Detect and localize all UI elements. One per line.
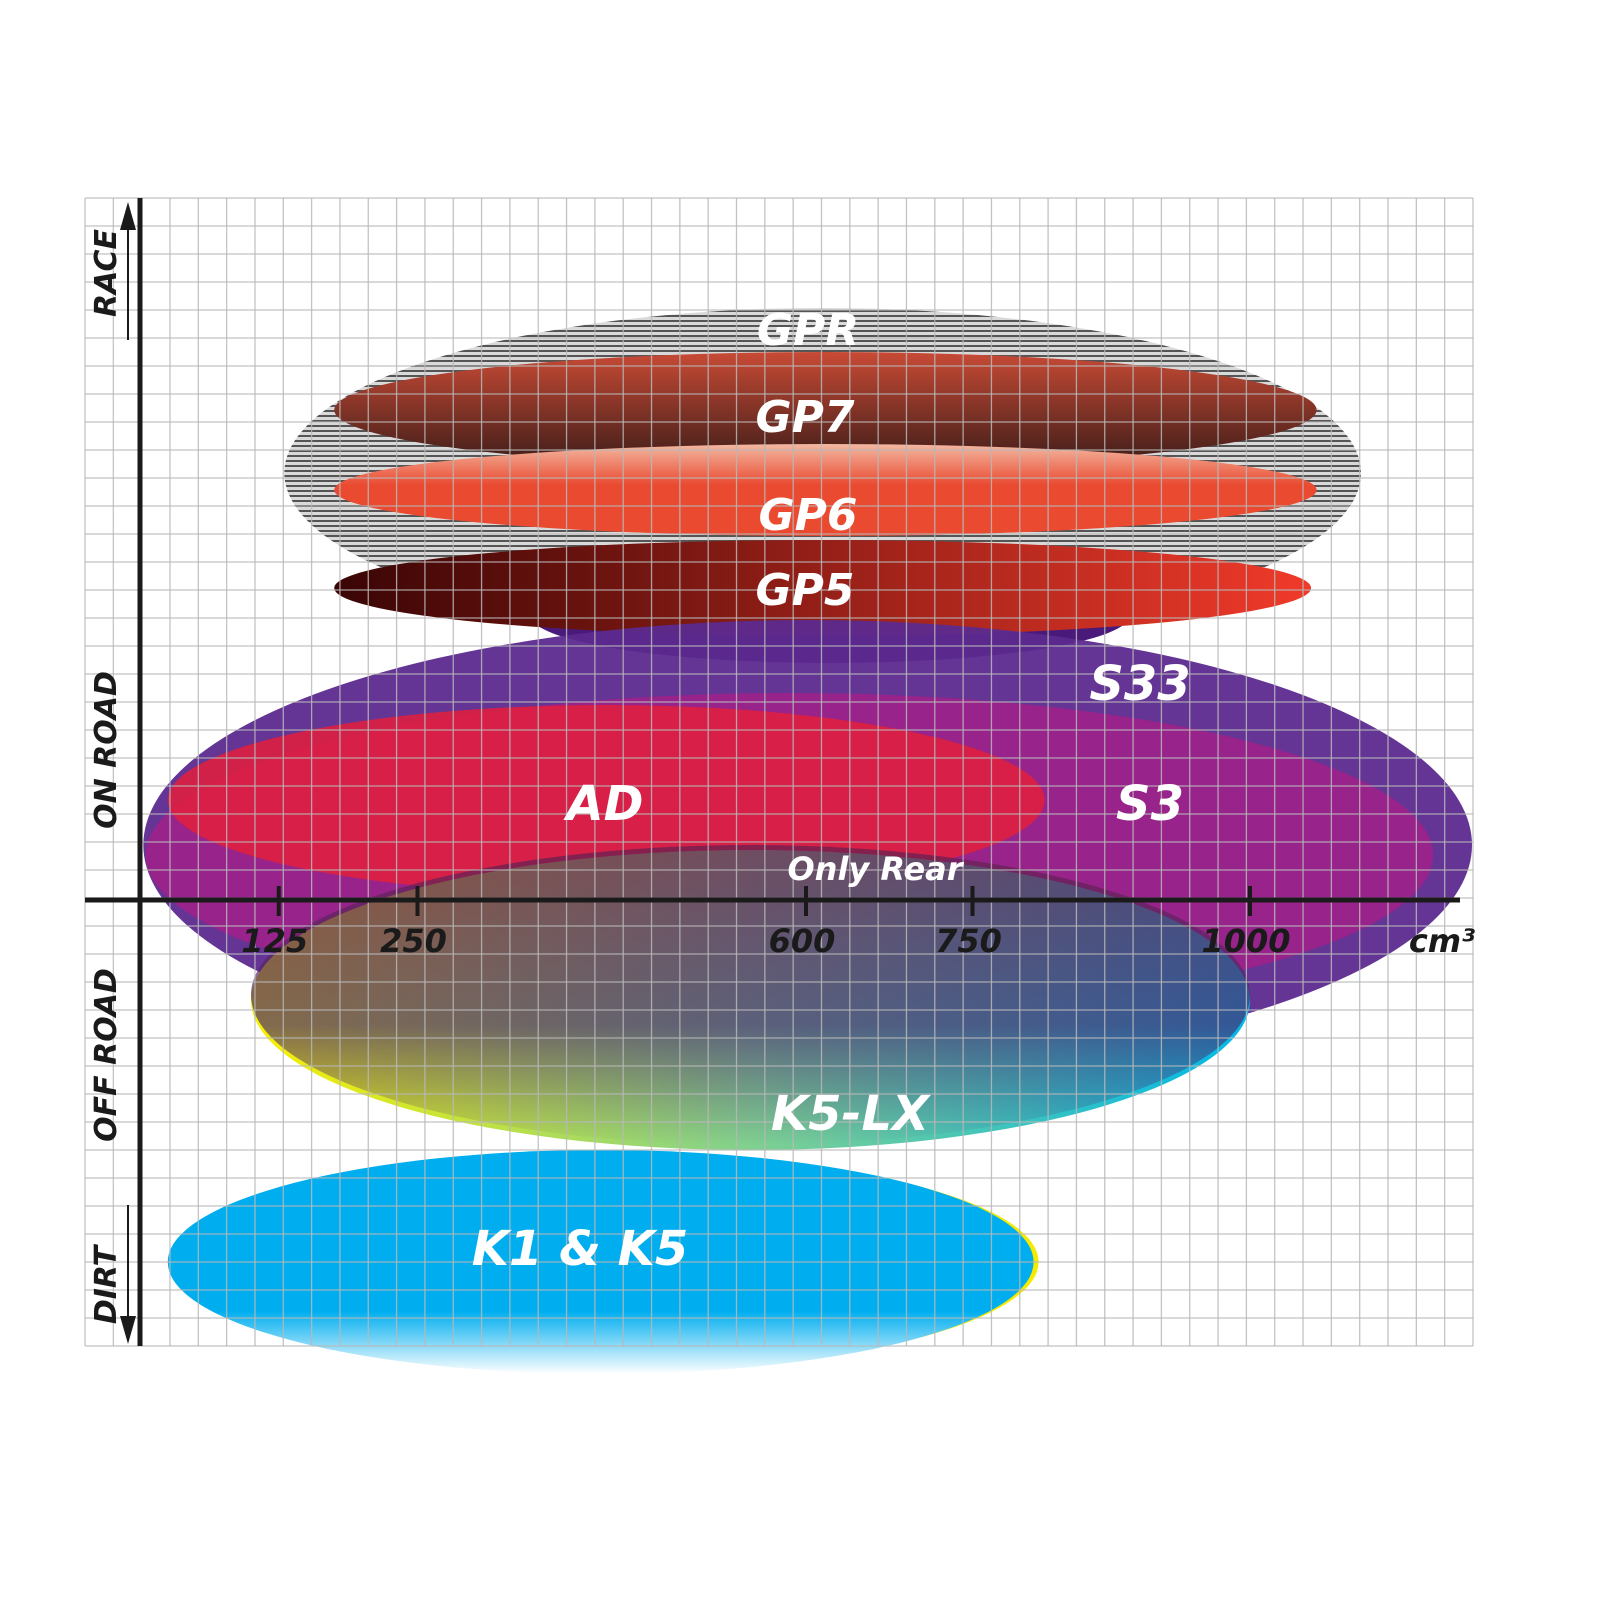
x-tick-label: 1000 — [1201, 922, 1290, 960]
label-gp5: GP5 — [756, 565, 855, 616]
label-s33: S33 — [1089, 656, 1190, 712]
x-tick-label: 600 — [769, 922, 836, 960]
ellipse-gp7 — [334, 352, 1317, 468]
x-tick-label: 125 — [241, 922, 308, 960]
y-label-race: RACE — [89, 229, 124, 317]
x-axis-unit: cm³ — [1409, 922, 1475, 960]
label-k5-lx: K5-LX — [771, 1086, 931, 1142]
y-label-off-road: OFF ROAD — [89, 968, 124, 1142]
label-gp7: GP7 — [756, 392, 855, 443]
label-k1-k5: K1 & K5 — [472, 1221, 688, 1277]
label-gpr: GPR — [757, 305, 859, 356]
label-ad: AD — [563, 776, 644, 832]
grid — [84, 197, 1474, 1347]
label-s3: S3 — [1116, 776, 1184, 832]
ellipse-gp6 — [334, 444, 1317, 536]
y-label-on-road: ON ROAD — [89, 671, 124, 829]
ellipse-only-rear — [251, 845, 1250, 1145]
label-gp6: GP6 — [759, 490, 858, 541]
x-tick-label: 250 — [380, 922, 447, 960]
arrow-up-icon — [120, 202, 136, 230]
label-only-rear: Only Rear — [787, 850, 964, 888]
ellipse-gp5 — [334, 540, 1312, 636]
x-tick-label: 750 — [935, 922, 1002, 960]
arrow-down-icon — [120, 1316, 136, 1344]
y-label-dirt: DIRT — [89, 1243, 124, 1324]
